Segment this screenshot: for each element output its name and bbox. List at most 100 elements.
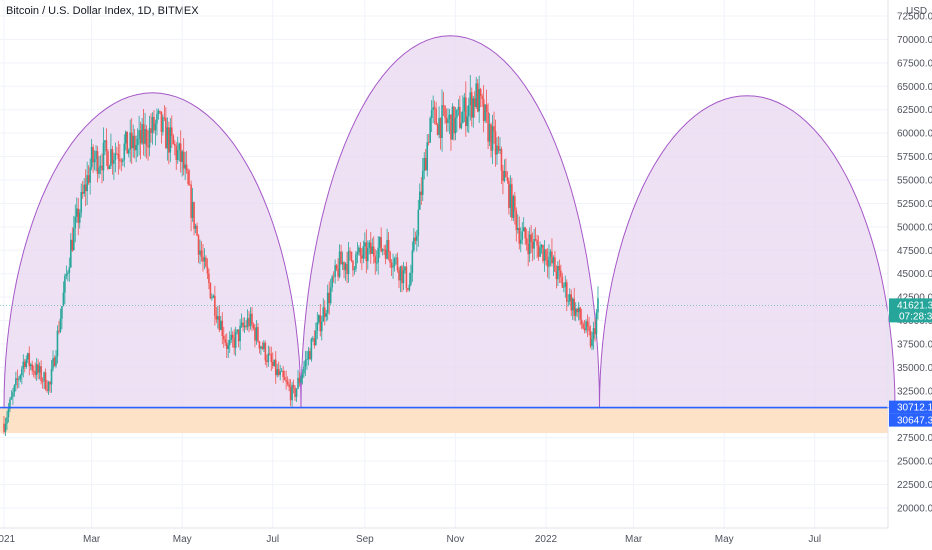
candle-body xyxy=(62,292,65,307)
price-axis[interactable]: 72500.00 70000.00 67500.00 65000.00 62500.00… xyxy=(887,0,932,528)
candle-body xyxy=(485,104,488,113)
candle xyxy=(29,362,32,371)
candle-body xyxy=(144,129,146,144)
candle xyxy=(557,261,559,286)
candle-body xyxy=(328,292,330,304)
candle xyxy=(552,255,555,277)
candle xyxy=(469,74,472,121)
candle xyxy=(534,227,537,242)
candle-body xyxy=(512,196,515,218)
candle xyxy=(176,136,179,164)
candle xyxy=(129,119,132,163)
candle xyxy=(258,340,261,354)
candle-body xyxy=(585,321,587,331)
candle xyxy=(104,139,106,156)
candle-body xyxy=(427,142,430,144)
candle-body xyxy=(34,371,36,375)
last-price-tag: 41621.34 xyxy=(897,300,932,311)
candle-body xyxy=(334,265,336,277)
candle xyxy=(359,242,362,264)
candle xyxy=(141,118,143,145)
candle xyxy=(450,114,452,151)
candle-body xyxy=(465,97,467,127)
candle xyxy=(228,331,231,353)
candle-body xyxy=(369,242,372,254)
candle xyxy=(86,161,88,206)
candle xyxy=(291,382,293,407)
candle xyxy=(74,204,77,243)
candle-body xyxy=(237,329,240,342)
candle xyxy=(362,240,365,264)
candle-body xyxy=(505,171,507,178)
candle-body xyxy=(114,153,117,160)
candle-body xyxy=(546,259,549,267)
candle-body xyxy=(456,109,458,118)
candle-body xyxy=(72,228,75,251)
candle xyxy=(224,334,227,346)
candle xyxy=(442,92,445,117)
candle xyxy=(96,146,99,183)
candle-body xyxy=(470,92,473,118)
candle-body xyxy=(283,377,286,380)
candle-body xyxy=(332,276,335,278)
candle-body xyxy=(429,118,431,143)
candle xyxy=(237,329,240,348)
candle xyxy=(65,265,68,280)
candle-body xyxy=(502,170,504,181)
candle xyxy=(266,354,268,368)
candle-body xyxy=(162,117,164,132)
candle-body xyxy=(188,184,191,185)
candle-body xyxy=(307,351,310,360)
candle xyxy=(251,307,253,332)
y-tick-label: 57500.00 xyxy=(897,152,932,163)
candle xyxy=(214,285,216,326)
candle xyxy=(585,319,587,334)
candle-body xyxy=(175,145,178,161)
candle xyxy=(417,199,420,247)
candle xyxy=(264,340,267,365)
candle xyxy=(560,264,562,284)
candle-body xyxy=(454,117,457,134)
candle-body xyxy=(316,322,319,331)
candle-body xyxy=(387,239,390,253)
candle-body xyxy=(280,370,283,372)
candle xyxy=(187,168,189,186)
y-tick-label: 45000.00 xyxy=(897,269,932,280)
candle-body xyxy=(453,106,455,134)
candle-body xyxy=(231,334,234,339)
candle xyxy=(444,105,446,124)
candle xyxy=(433,100,436,125)
candle xyxy=(571,297,574,320)
candle-body xyxy=(347,250,350,275)
candle xyxy=(110,133,112,170)
candle-body xyxy=(163,117,166,119)
candle-body xyxy=(156,114,158,124)
candle-body xyxy=(234,331,237,348)
candle-body xyxy=(129,132,132,150)
candle xyxy=(300,375,302,384)
candle xyxy=(193,201,195,236)
candle xyxy=(297,369,299,390)
candle xyxy=(494,119,497,167)
candle xyxy=(416,230,418,252)
candle-body xyxy=(240,322,243,326)
candle xyxy=(117,140,120,175)
candle xyxy=(386,228,388,260)
candle-body xyxy=(182,151,185,169)
candle xyxy=(78,209,81,229)
candle-body xyxy=(448,114,451,120)
candle-body xyxy=(592,328,595,339)
candle xyxy=(320,315,323,341)
candle-body xyxy=(248,318,250,327)
candle-body xyxy=(77,208,80,223)
candle xyxy=(527,231,529,267)
candle xyxy=(225,333,228,358)
time-axis[interactable]: 2021 Mar May Jul Sep Nov 2022 Mar May Jul xyxy=(0,527,888,545)
candle-body xyxy=(254,327,256,341)
candle-body xyxy=(591,338,593,347)
candle-body xyxy=(251,313,253,325)
candle xyxy=(13,384,16,397)
candle xyxy=(369,232,372,264)
candle-body xyxy=(105,140,108,152)
